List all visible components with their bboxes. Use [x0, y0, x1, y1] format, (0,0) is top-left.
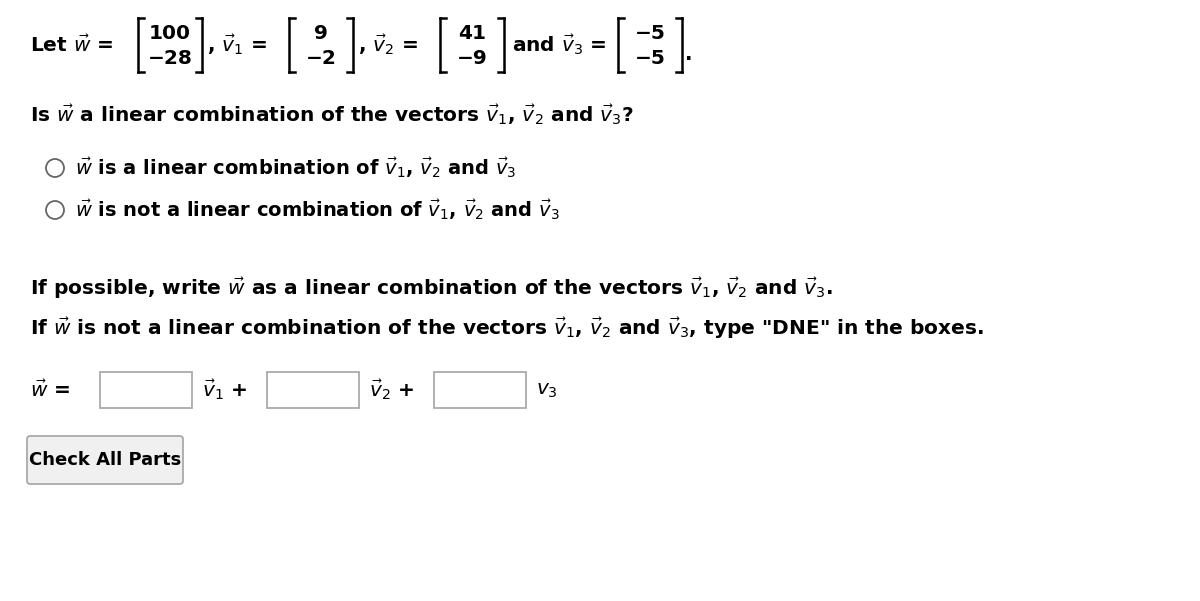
Text: 41: 41	[458, 23, 486, 43]
Text: 100: 100	[149, 23, 191, 43]
Text: −9: −9	[457, 49, 487, 68]
Text: $\vec{w}$ =: $\vec{w}$ =	[30, 379, 71, 401]
Text: $\vec{w}$ is not a linear combination of $\vec{v}_1$, $\vec{v}_2$ and $\vec{v}_3: $\vec{w}$ is not a linear combination of…	[74, 198, 560, 222]
FancyBboxPatch shape	[28, 436, 182, 484]
Text: −2: −2	[306, 49, 336, 68]
Text: Is $\vec{w}$ a linear combination of the vectors $\vec{v}_1$, $\vec{v}_2$ and $\: Is $\vec{w}$ a linear combination of the…	[30, 103, 634, 127]
Text: −5: −5	[635, 23, 666, 43]
Text: If possible, write $\vec{w}$ as a linear combination of the vectors $\vec{v}_1$,: If possible, write $\vec{w}$ as a linear…	[30, 275, 833, 300]
Text: Check All Parts: Check All Parts	[29, 451, 181, 469]
Text: If $\vec{w}$ is not a linear combination of the vectors $\vec{v}_1$, $\vec{v}_2$: If $\vec{w}$ is not a linear combination…	[30, 316, 984, 341]
Text: .: .	[685, 46, 692, 64]
Text: $\vec{v}_2$ +: $\vec{v}_2$ +	[370, 377, 414, 403]
Text: $\vec{w}$ is a linear combination of $\vec{v}_1$, $\vec{v}_2$ and $\vec{v}_3$: $\vec{w}$ is a linear combination of $\v…	[74, 156, 516, 180]
FancyBboxPatch shape	[434, 372, 526, 408]
FancyBboxPatch shape	[100, 372, 192, 408]
Text: and $\vec{v}_3$ =: and $\vec{v}_3$ =	[512, 32, 607, 58]
Text: $\vec{v}_1$ +: $\vec{v}_1$ +	[202, 377, 247, 403]
Text: Let $\vec{w}$ =: Let $\vec{w}$ =	[30, 34, 113, 56]
Text: 9: 9	[314, 23, 328, 43]
Text: −28: −28	[148, 49, 192, 68]
Text: , $\vec{v}_1$ =: , $\vec{v}_1$ =	[208, 32, 268, 58]
FancyBboxPatch shape	[266, 372, 359, 408]
Text: $v_3$: $v_3$	[536, 380, 558, 400]
Text: −5: −5	[635, 49, 666, 68]
Text: , $\vec{v}_2$ =: , $\vec{v}_2$ =	[358, 32, 418, 58]
